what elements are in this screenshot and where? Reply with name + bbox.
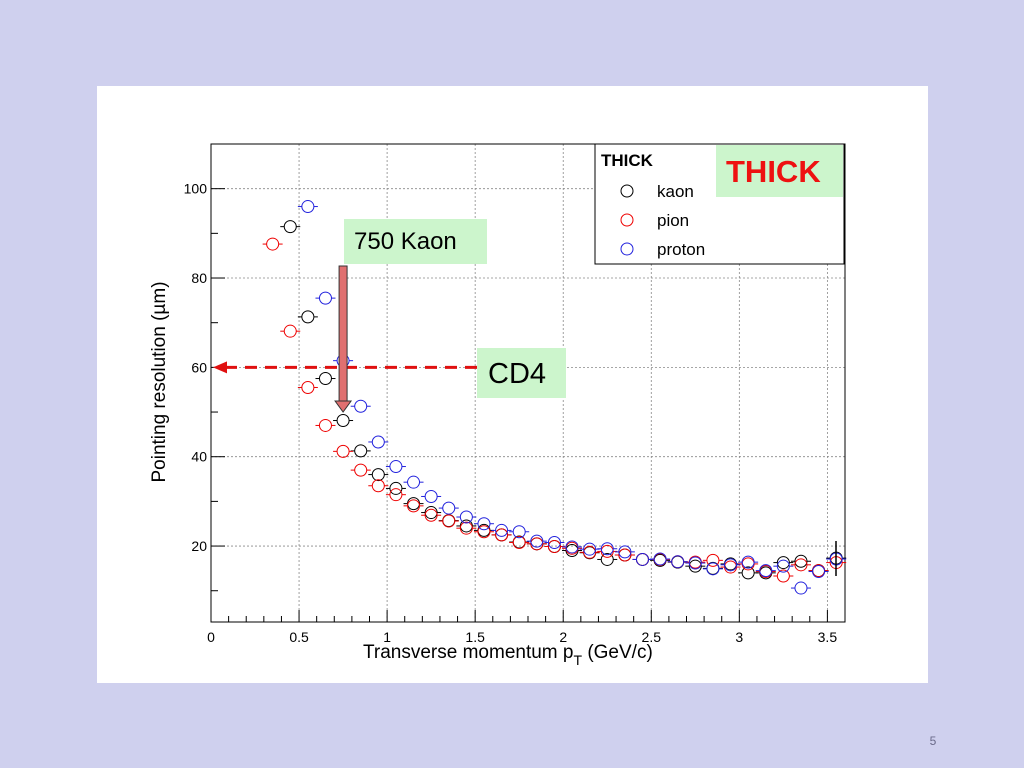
- pion-point: [336, 444, 350, 458]
- legend-label-pion: pion: [657, 211, 689, 230]
- kaon-point: [724, 557, 738, 571]
- proton-point: [495, 523, 509, 537]
- cd4-arrowhead: [213, 361, 227, 374]
- y-axis-label: Pointing resolution (µm): [149, 281, 170, 482]
- cd4-annotation: CD4: [477, 348, 566, 398]
- x-tick-label: 1.5: [465, 629, 485, 645]
- kaon-point: [283, 220, 297, 234]
- kaon-point: [354, 444, 368, 458]
- pion-point: [547, 540, 561, 554]
- proton-point: [530, 534, 544, 548]
- proton-point: [635, 552, 649, 566]
- pion-point: [459, 521, 473, 535]
- x-tick-label: 2.5: [642, 629, 662, 645]
- proton-point: [724, 558, 738, 572]
- proton-point: [618, 545, 632, 559]
- x-tick-label: 0.5: [289, 629, 309, 645]
- kaon-point: [336, 414, 350, 428]
- pion-point: [812, 564, 826, 578]
- proton-point: [794, 581, 808, 595]
- legend-label-proton: proton: [657, 240, 705, 259]
- kaon-point: [424, 506, 438, 520]
- proton-point: [442, 501, 456, 515]
- pion-point: [583, 545, 597, 559]
- proton-point: [565, 540, 579, 554]
- proton-point: [671, 555, 685, 569]
- y-tick-label: 100: [184, 181, 208, 197]
- proton-point: [459, 510, 473, 524]
- kaon-annotation: 750 Kaon: [344, 219, 487, 264]
- proton-point: [547, 535, 561, 549]
- legend-title: THICK: [601, 151, 654, 170]
- kaon-point: [389, 481, 403, 495]
- proton-point: [583, 542, 597, 556]
- pion-point: [301, 380, 315, 394]
- legend-marker-pion: [620, 213, 634, 227]
- proton-point: [812, 565, 826, 579]
- proton-point: [741, 555, 755, 569]
- pion-point: [389, 488, 403, 502]
- pion-point: [495, 528, 509, 542]
- pion-point: [618, 548, 632, 562]
- pion-point: [266, 237, 280, 251]
- proton-point: [512, 525, 526, 539]
- y-tick-label: 60: [191, 359, 207, 375]
- proton-point: [688, 556, 702, 570]
- pion-point: [407, 499, 421, 513]
- proton-point: [706, 562, 720, 576]
- pion-point: [318, 418, 332, 432]
- kaon-point: [301, 310, 315, 324]
- kaon-point: [371, 468, 385, 482]
- legend-marker-proton: [620, 242, 634, 256]
- y-tick-label: 80: [191, 270, 207, 286]
- proton-point: [407, 475, 421, 489]
- proton-point: [318, 291, 332, 305]
- pion-point: [776, 569, 790, 583]
- kaon-point: [318, 372, 332, 386]
- proton-point: [477, 517, 491, 531]
- pion-point: [530, 537, 544, 551]
- pion-point: [794, 558, 808, 572]
- legend-marker-kaon: [620, 184, 634, 198]
- pion-point: [442, 514, 456, 528]
- kaon-point: [794, 554, 808, 568]
- kaon-arrow-shaft: [338, 265, 348, 402]
- kaon-arrow-head: [334, 400, 353, 413]
- proton-point: [371, 435, 385, 449]
- pion-point: [283, 324, 297, 338]
- proton-point: [776, 559, 790, 573]
- pion-point: [424, 508, 438, 522]
- x-axis-label: Transverse momentum pT (GeV/c): [363, 642, 653, 668]
- pion-point: [706, 553, 720, 567]
- pion-point: [477, 525, 491, 539]
- y-tick-label: 40: [191, 449, 207, 465]
- y-tick-label: 20: [191, 538, 207, 554]
- pion-point: [512, 535, 526, 549]
- x-tick-label: 3.5: [818, 629, 838, 645]
- pion-point: [371, 479, 385, 493]
- page-number: 5: [929, 734, 937, 748]
- proton-point: [424, 489, 438, 503]
- kaon-point: [688, 559, 702, 573]
- kaon-point: [600, 552, 614, 566]
- x-tick-label: 3: [735, 629, 743, 645]
- legend-label-kaon: kaon: [657, 182, 694, 201]
- kaon-point: [741, 566, 755, 580]
- proton-point: [354, 399, 368, 413]
- x-tick-label: 1: [383, 629, 391, 645]
- proton-point: [301, 200, 315, 214]
- kaon-point: [776, 556, 790, 570]
- pion-point: [354, 463, 368, 477]
- x-tick-label: 0: [207, 629, 215, 645]
- x-tick-label: 2: [559, 629, 567, 645]
- thick-annotation: THICK: [716, 145, 843, 197]
- proton-point: [759, 564, 773, 578]
- proton-point: [653, 552, 667, 566]
- proton-point: [389, 460, 403, 474]
- proton-point: [600, 542, 614, 556]
- pion-point: [600, 544, 614, 558]
